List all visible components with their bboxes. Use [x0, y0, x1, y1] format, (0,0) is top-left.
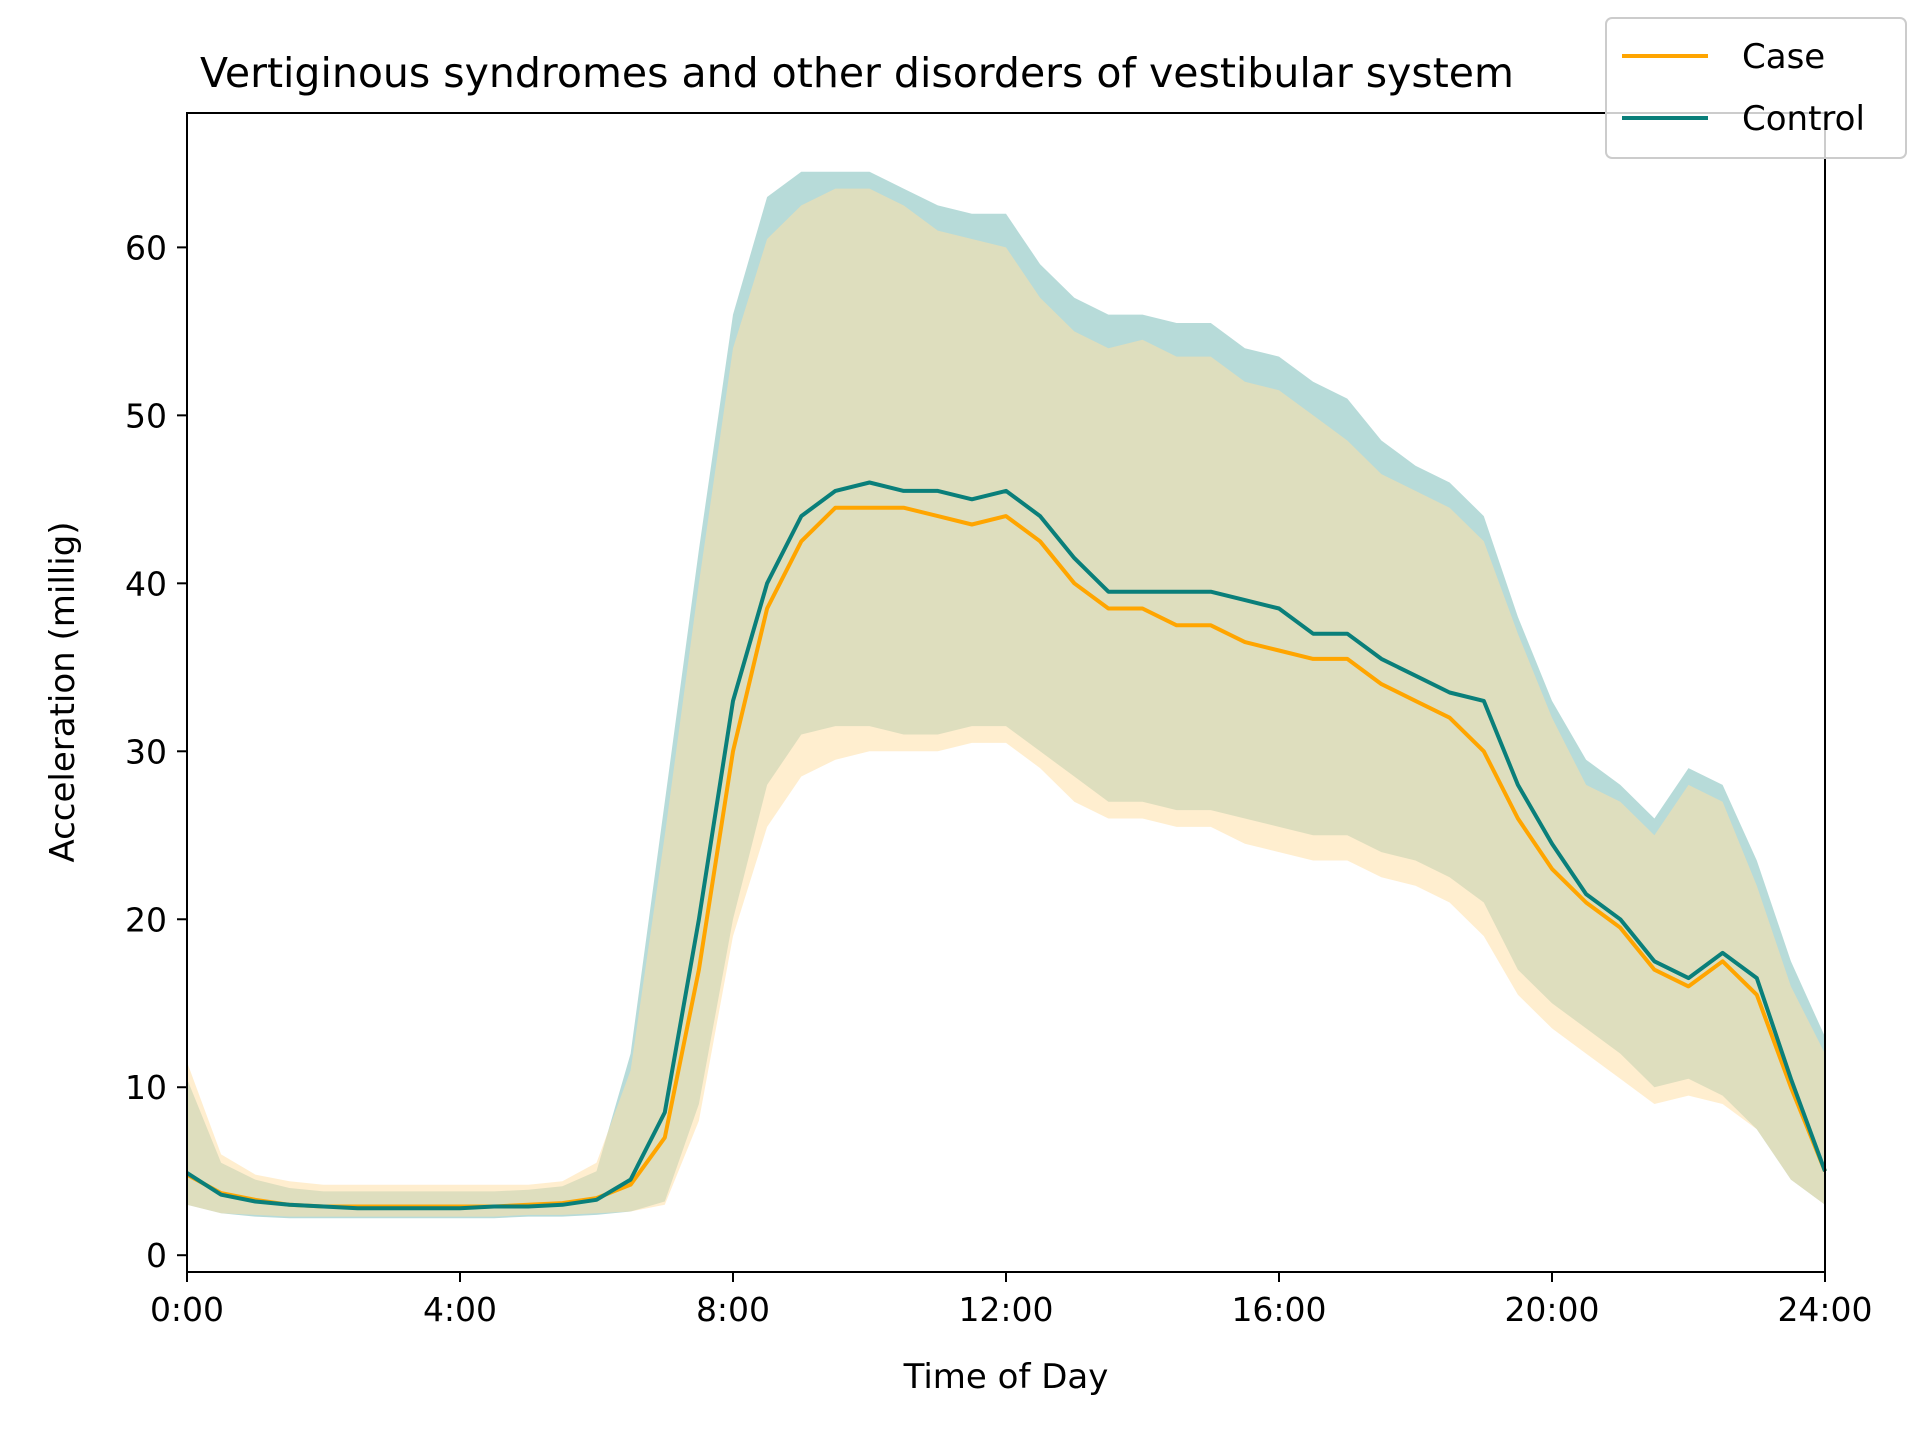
line-control [185, 480, 1827, 1211]
x-tick-label: 8:00 [696, 1290, 770, 1329]
y-tick-label: 10 [125, 1068, 167, 1107]
legend-label-control: Control [1742, 99, 1865, 139]
y-axis-label: Acceleration (millig) [43, 521, 83, 862]
y-tick-label: 50 [125, 396, 167, 435]
series-lines [185, 480, 1827, 1211]
x-axis-label: Time of Day [903, 1357, 1109, 1397]
y-axis-ticks: 0 10 20 30 40 50 60 [125, 228, 187, 1275]
x-tick-label: 24:00 [1777, 1290, 1872, 1329]
x-tick-label: 20:00 [1504, 1290, 1599, 1329]
y-tick-label: 40 [125, 564, 167, 603]
y-tick-label: 60 [125, 228, 167, 267]
x-tick-label: 0:00 [150, 1290, 224, 1329]
x-tick-label: 12:00 [958, 1290, 1053, 1329]
legend: Case Control [1605, 17, 1907, 159]
y-tick-label: 0 [146, 1236, 167, 1275]
x-tick-label: 16:00 [1231, 1290, 1326, 1329]
legend-label-case: Case [1742, 37, 1825, 77]
band-case [187, 188, 1825, 1217]
y-tick-label: 20 [125, 900, 167, 939]
chart-title: Vertiginous syndromes and other disorder… [200, 49, 1514, 97]
x-tick-label: 4:00 [423, 1290, 497, 1329]
confidence-bands [187, 171, 1825, 1219]
y-tick-label: 30 [125, 732, 167, 771]
x-axis-ticks: 0:00 4:00 8:00 12:00 16:00 20:00 24:00 [150, 1272, 1873, 1329]
legend-box [1605, 17, 1907, 159]
